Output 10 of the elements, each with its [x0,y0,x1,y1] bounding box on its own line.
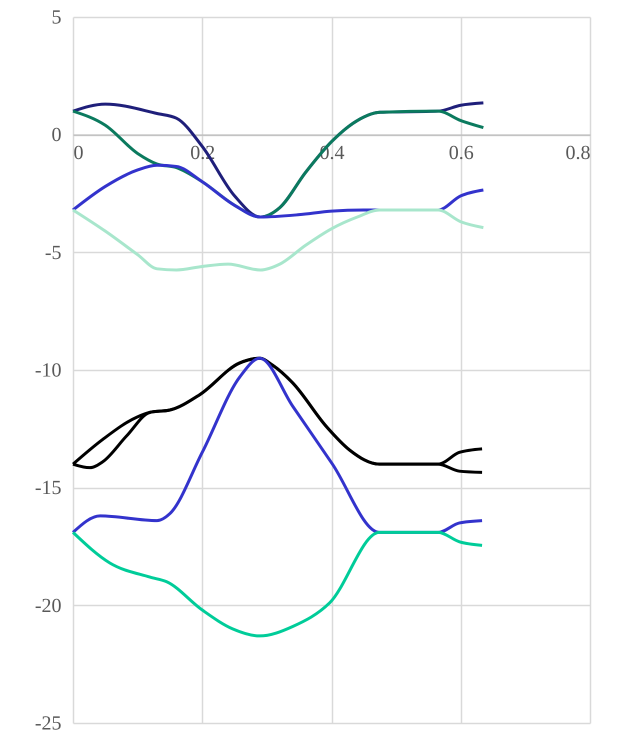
y-tick-label: 0 [52,124,62,146]
x-tick-label: 0.8 [566,142,590,164]
y-tick-label: -25 [34,712,62,734]
x-tick-label: 0 [74,142,84,164]
y-tick-label: -10 [34,360,62,382]
x-tick-label: 0.6 [448,142,474,164]
y-tick-label: -5 [44,242,62,264]
y-tick-label: 5 [52,6,62,28]
y-tick-label: -15 [34,477,62,500]
y-tick-label: -20 [34,594,62,617]
